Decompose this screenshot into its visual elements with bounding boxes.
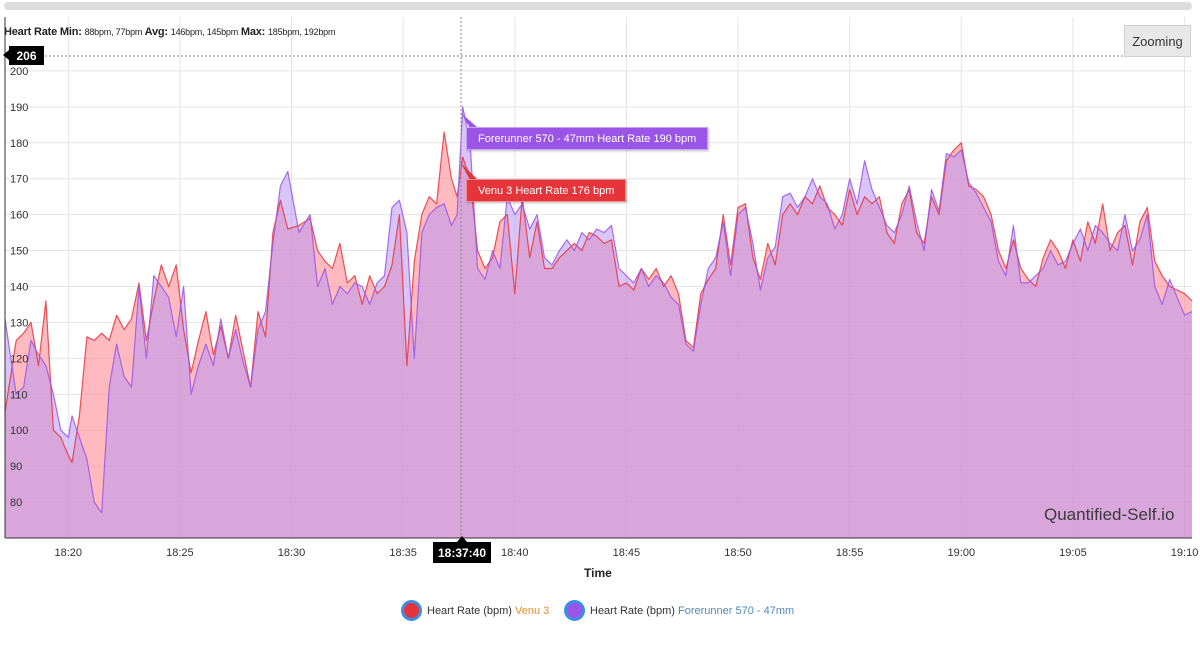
x-tick-label: 19:10 bbox=[1171, 547, 1199, 559]
x-tick-label: 18:45 bbox=[613, 547, 641, 559]
tooltip-venu: Venu 3 Heart Rate 176 bpm bbox=[466, 179, 627, 202]
tooltip-forerunner: Forerunner 570 - 47mm Heart Rate 190 bpm bbox=[466, 127, 709, 150]
y-tick-label: 200 bbox=[10, 66, 28, 78]
y-tick-label: 160 bbox=[10, 210, 28, 222]
series-line-1 bbox=[4, 106, 1193, 514]
summary-max-value: 185bpm, 192bpm bbox=[268, 27, 336, 37]
y-tick-label: 100 bbox=[10, 425, 28, 437]
horizontal-scrollbar[interactable] bbox=[4, 2, 1192, 10]
heart-rate-chart: 80 90 100 110 120 130 140 150 160 170 180 190 200 18:… bbox=[4, 17, 1198, 559]
summary-max-label: Max: bbox=[240, 26, 266, 38]
x-tick-label: 19:05 bbox=[1059, 547, 1087, 559]
axis-ticks: 80 90 100 110 120 130 140 150 160 170 180 190 200 18:… bbox=[10, 66, 1198, 559]
x-tick-label: 18:25 bbox=[166, 547, 194, 559]
legend-device: Forerunner 570 - 47mm bbox=[677, 604, 795, 617]
series-line-0 bbox=[4, 131, 1193, 464]
y-tick-label: 130 bbox=[10, 317, 28, 329]
series-areas bbox=[5, 106, 1192, 539]
summary-avg-label: Avg: bbox=[144, 26, 168, 38]
legend-device: Venu 3 bbox=[514, 604, 550, 617]
x-tick-label: 19:00 bbox=[948, 547, 976, 559]
watermark: Quantified-Self.io bbox=[1044, 505, 1175, 524]
series-lines bbox=[4, 106, 1193, 514]
legend: Heart Rate (bpm) Venu 3 Heart Rate (bpm)… bbox=[0, 600, 1200, 622]
y-tick-label: 180 bbox=[10, 138, 28, 150]
x-tick-label: 18:55 bbox=[836, 547, 864, 559]
x-tick-label: 18:40 bbox=[501, 547, 529, 559]
legend-item-forerunner[interactable]: Heart Rate (bpm) Forerunner 570 - 47mm bbox=[564, 600, 794, 621]
legend-label: Heart Rate (bpm) bbox=[590, 604, 675, 617]
x-axis-title: Time bbox=[584, 566, 612, 580]
x-tick-label: 18:50 bbox=[724, 547, 752, 559]
chart-title: Heart Rate bbox=[4, 26, 58, 38]
legend-label: Heart Rate (bpm) bbox=[427, 604, 512, 617]
x-tick-label: 18:20 bbox=[54, 547, 82, 559]
y-tick-label: 190 bbox=[10, 102, 28, 114]
y-tick-label: 110 bbox=[10, 389, 28, 401]
x-tick-label: 18:35 bbox=[389, 547, 417, 559]
legend-item-venu[interactable]: Heart Rate (bpm) Venu 3 bbox=[401, 600, 549, 621]
legend-marker-icon bbox=[564, 600, 585, 621]
y-tick-label: 140 bbox=[10, 281, 28, 293]
series-area-1 bbox=[5, 106, 1192, 539]
legend-marker-icon bbox=[401, 600, 422, 621]
chart-header: Heart Rate Min: 88bpm, 77bpm Avg: 146bpm… bbox=[4, 26, 335, 38]
tooltip-pointer-venu bbox=[461, 163, 478, 180]
y-tick-label: 90 bbox=[10, 461, 22, 473]
crosshair-y-label: 206 bbox=[3, 46, 44, 65]
y-tick-label: 120 bbox=[10, 353, 28, 365]
crosshair-x-label: 18:37:40 bbox=[433, 536, 491, 563]
tooltip-pointer-forerunner bbox=[461, 113, 478, 128]
summary-min-label: Min: bbox=[59, 26, 82, 38]
summary-avg-value: 146bpm, 145bpm bbox=[170, 27, 239, 37]
y-tick-label: 150 bbox=[10, 246, 28, 258]
y-tick-label: 80 bbox=[10, 497, 22, 509]
summary-min-value: 88bpm, 77bpm bbox=[84, 27, 143, 37]
x-tick-label: 18:30 bbox=[278, 547, 306, 559]
y-tick-label: 170 bbox=[10, 174, 28, 186]
zooming-button[interactable]: Zooming bbox=[1124, 25, 1191, 57]
